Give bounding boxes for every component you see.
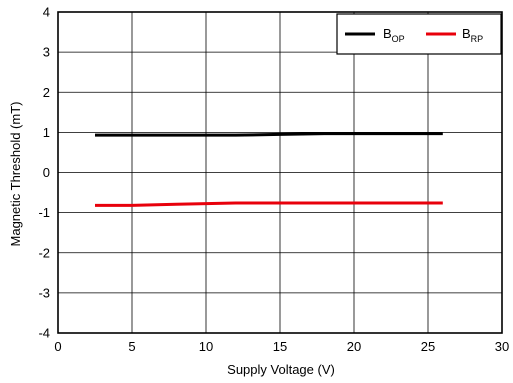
x-tick-label: 25: [421, 339, 435, 354]
legend-bop-main: B: [383, 26, 392, 41]
x-tick-label: 5: [128, 339, 135, 354]
plot-frame: [57, 11, 503, 334]
series-line-brp: [95, 201, 443, 207]
y-tick-label: 0: [43, 165, 50, 180]
y-axis-title: Magnetic Threshold (mT): [8, 102, 23, 247]
legend-brp-sub: RP: [471, 34, 484, 44]
x-tick-label: 15: [273, 339, 287, 354]
y-tick-label: 4: [43, 5, 50, 20]
legend-bop-sub: OP: [392, 34, 405, 44]
x-axis-title: Supply Voltage (V): [227, 362, 335, 377]
x-tick-label: 0: [54, 339, 61, 354]
series-line-bop: [95, 132, 443, 137]
x-tick-label: 10: [199, 339, 213, 354]
x-tick-label: 30: [495, 339, 509, 354]
y-tick-label: 3: [43, 45, 50, 60]
legend-label-brp: BRP: [462, 26, 483, 44]
y-tick-label: 1: [43, 125, 50, 140]
legend-brp-main: B: [462, 26, 471, 41]
y-tick-label: -2: [38, 245, 50, 260]
legend: BOP BRP: [336, 13, 502, 55]
series-lines: [95, 132, 443, 207]
y-tick-label: -3: [38, 285, 50, 300]
legend-label-bop: BOP: [383, 26, 405, 44]
y-tick-label: -4: [38, 326, 50, 341]
y-tick-label: 2: [43, 85, 50, 100]
grid: [58, 12, 502, 333]
x-tick-label: 20: [347, 339, 361, 354]
y-tick-label: -1: [38, 205, 50, 220]
